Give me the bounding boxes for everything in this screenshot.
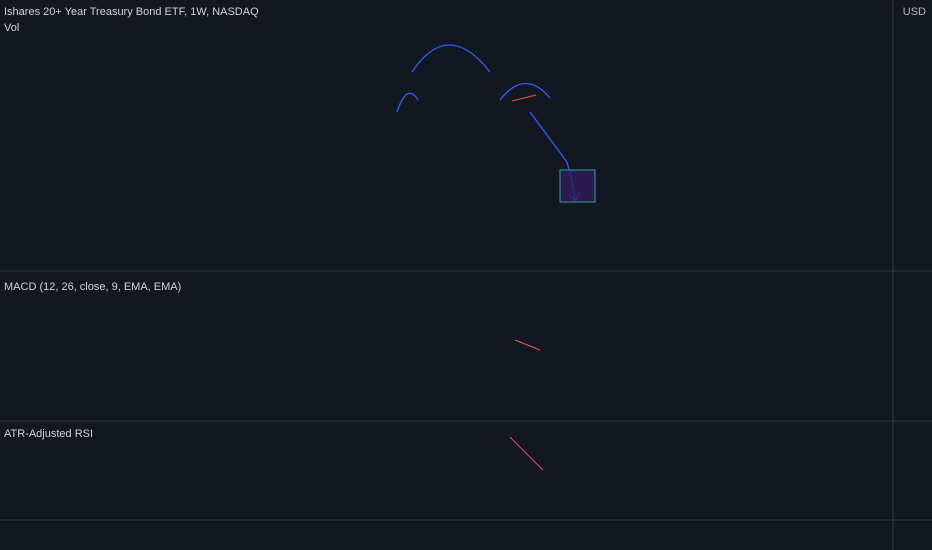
- currency: USD: [903, 6, 926, 18]
- macd-title: MACD (12, 26, close, 9, EMA, EMA): [4, 281, 181, 293]
- chart-title: Ishares 20+ Year Treasury Bond ETF, 1W, …: [4, 6, 259, 18]
- arc: [411, 44, 491, 73]
- trend-line: [509, 436, 544, 471]
- trend-line: [511, 94, 537, 102]
- arc: [396, 92, 419, 113]
- trend-line: [514, 339, 541, 351]
- arc: [499, 82, 551, 101]
- volume-label: Vol: [4, 22, 19, 34]
- rsi-title: ATR-Adjusted RSI: [4, 428, 93, 440]
- currency-bg: [896, 3, 930, 19]
- target-box: [559, 169, 596, 203]
